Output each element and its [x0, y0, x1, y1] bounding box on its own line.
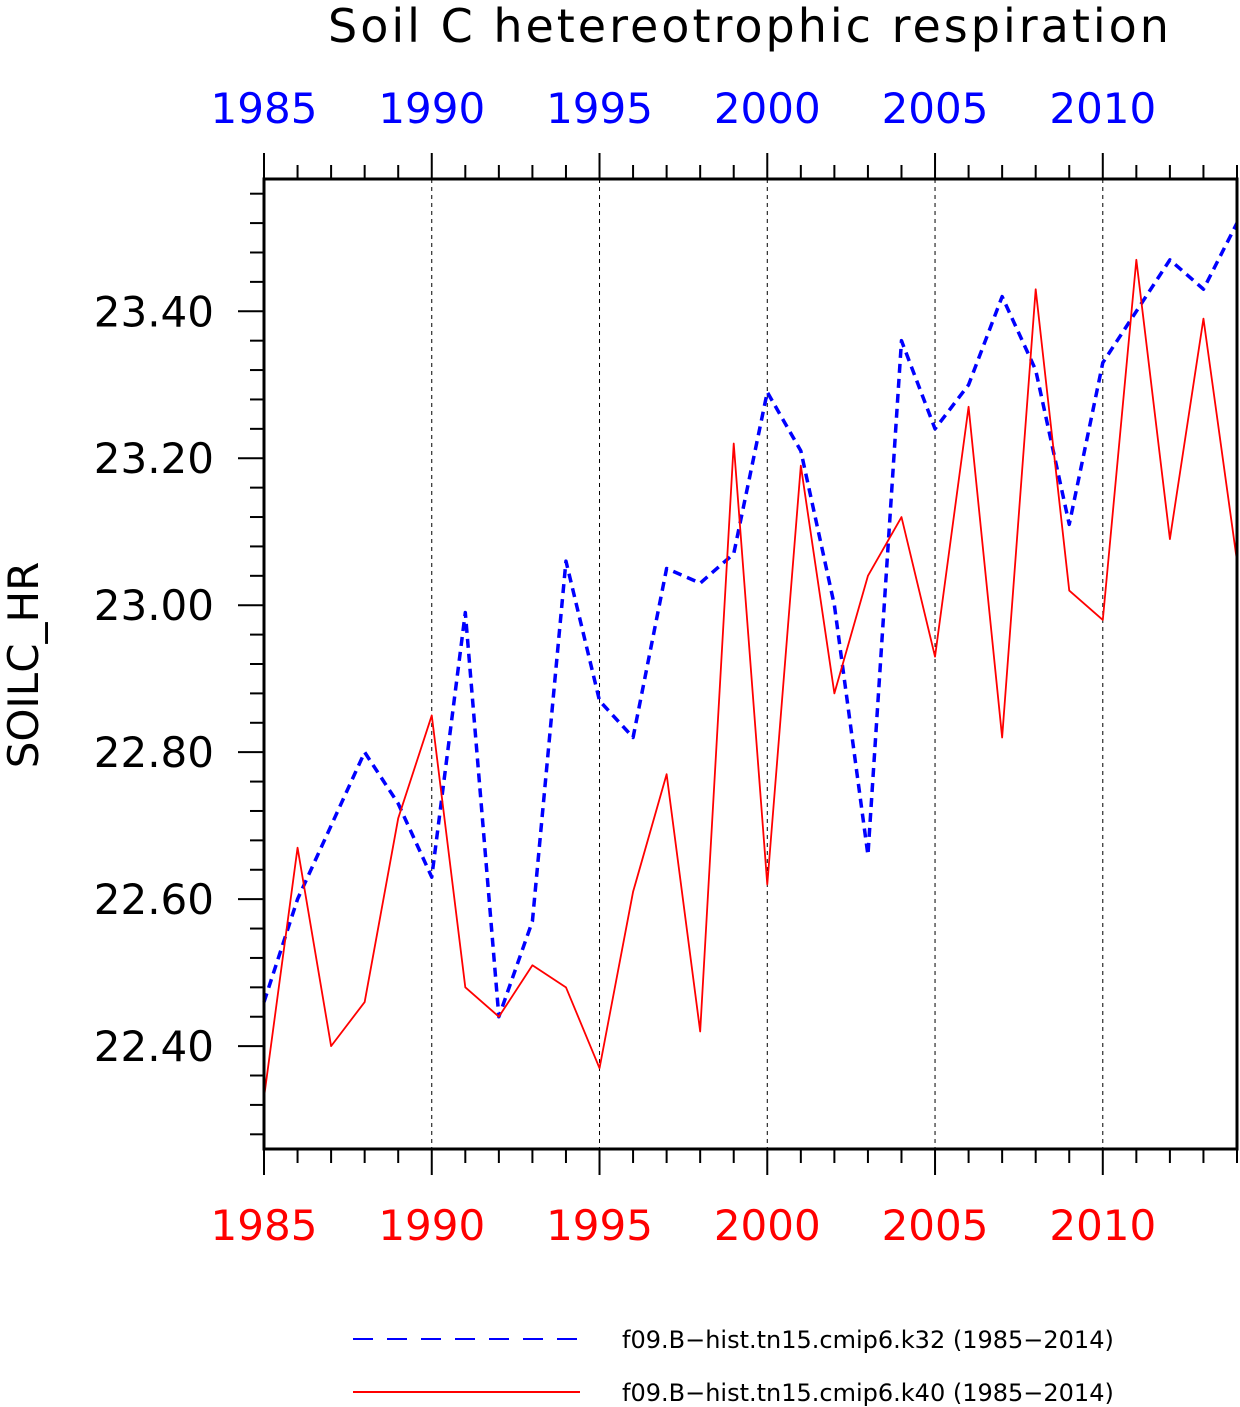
x-tick-label-bottom-1985: 1985	[211, 1201, 318, 1250]
chart-title: Soil C hetereotrophic respiration	[328, 0, 1172, 53]
y-tick-label-22.80: 22.80	[94, 728, 214, 777]
x-tick-label-bottom-1990: 1990	[378, 1201, 485, 1250]
legend-label-2: f09.B−hist.tn15.cmip6.k40 (1985−2014)	[622, 1379, 1114, 1407]
x-tick-label-top-1995: 1995	[546, 84, 653, 133]
x-tick-label-top-2010: 2010	[1049, 84, 1156, 133]
y-tick-label-23.40: 23.40	[94, 287, 214, 336]
x-tick-label-top-1990: 1990	[378, 84, 485, 133]
x-tick-label-top-2000: 2000	[714, 84, 821, 133]
x-tick-label-bottom-2000: 2000	[714, 1201, 821, 1250]
y-tick-label-23.00: 23.00	[94, 581, 214, 630]
x-tick-label-bottom-2010: 2010	[1049, 1201, 1156, 1250]
x-tick-label-top-2005: 2005	[882, 84, 989, 133]
x-tick-label-top-1985: 1985	[211, 84, 318, 133]
y-tick-label-23.20: 23.20	[94, 434, 214, 483]
series-lines	[262, 222, 1239, 1098]
y-tick-label-22.60: 22.60	[94, 875, 214, 924]
y-tick-label-22.40: 22.40	[94, 1022, 214, 1071]
axis-ticks	[238, 153, 1238, 1175]
tick-labels: 1985 1985 1990 1990 1995 1995 2000 2000 2005 2005…	[94, 84, 1156, 1250]
legend: f09.B−hist.tn15.cmip6.k32 (1985−2014) f09…	[353, 1326, 1114, 1407]
grid-lines	[431, 179, 1104, 1149]
legend-label-1: f09.B−hist.tn15.cmip6.k32 (1985−2014)	[622, 1326, 1114, 1354]
series-line-2	[263, 258, 1238, 1098]
x-tick-label-bottom-2005: 2005	[882, 1201, 989, 1250]
x-tick-label-bottom-1995: 1995	[546, 1201, 653, 1250]
series-line-1	[262, 222, 1239, 1019]
y-axis-label: SOILC_HR	[0, 562, 48, 769]
